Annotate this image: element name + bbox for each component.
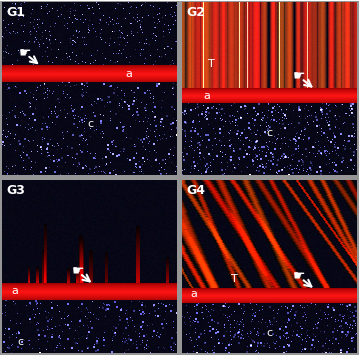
Text: a: a — [203, 91, 210, 101]
Text: G1: G1 — [6, 6, 25, 19]
Text: a: a — [125, 69, 132, 79]
Text: G2: G2 — [186, 6, 205, 19]
Text: ☛: ☛ — [293, 69, 306, 83]
Text: c: c — [87, 120, 93, 130]
Text: ☛: ☛ — [19, 46, 31, 60]
Text: G4: G4 — [186, 183, 205, 197]
Text: ☛: ☛ — [71, 264, 84, 278]
Text: G3: G3 — [6, 183, 25, 197]
Text: c: c — [267, 328, 273, 338]
Text: T: T — [209, 59, 215, 69]
Text: a: a — [191, 289, 198, 299]
Text: ☛: ☛ — [293, 269, 306, 283]
Text: T: T — [231, 274, 238, 284]
Text: a: a — [11, 286, 18, 296]
Text: c: c — [267, 128, 273, 138]
Text: c: c — [17, 337, 23, 347]
